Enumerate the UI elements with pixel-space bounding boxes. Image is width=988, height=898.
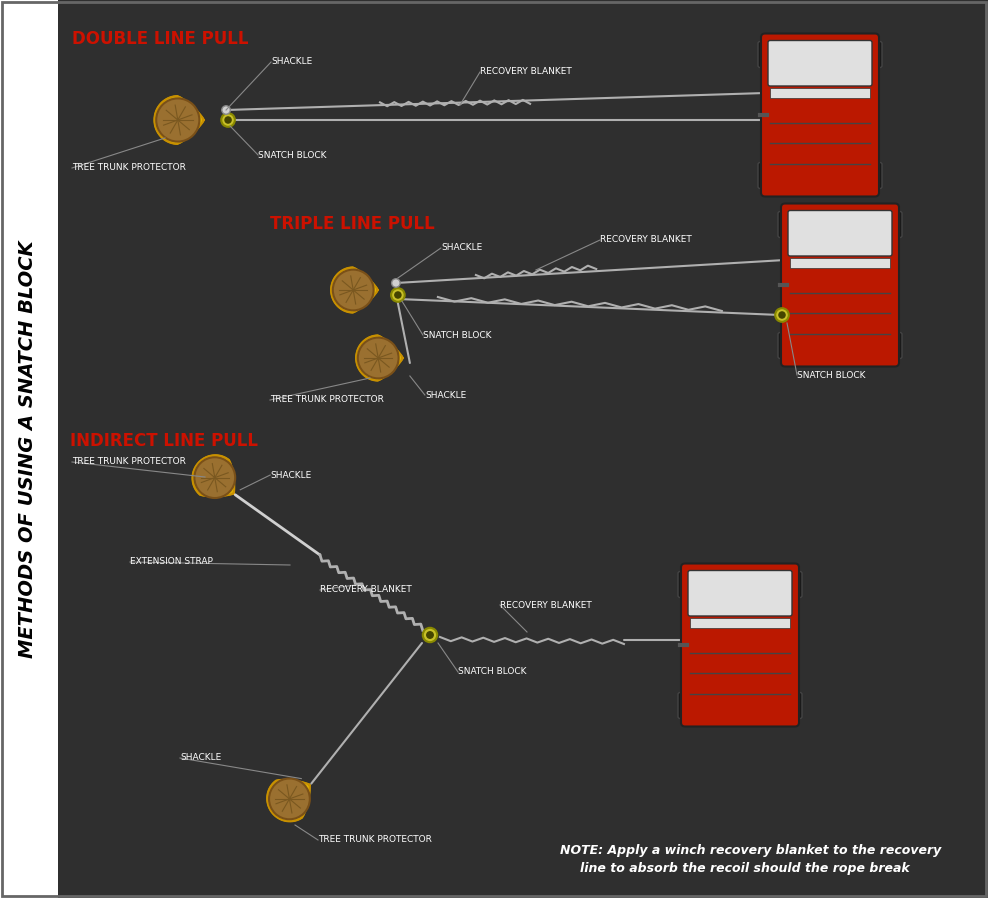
Text: METHODS OF USING A SNATCH BLOCK: METHODS OF USING A SNATCH BLOCK bbox=[19, 240, 38, 658]
FancyBboxPatch shape bbox=[761, 33, 879, 197]
Text: RECOVERY BLANKET: RECOVERY BLANKET bbox=[320, 585, 412, 594]
Text: RECOVERY BLANKET: RECOVERY BLANKET bbox=[500, 601, 592, 610]
Circle shape bbox=[391, 288, 405, 302]
Circle shape bbox=[395, 292, 401, 298]
Polygon shape bbox=[267, 779, 310, 822]
Circle shape bbox=[225, 117, 231, 123]
Text: SNATCH BLOCK: SNATCH BLOCK bbox=[458, 667, 527, 676]
FancyBboxPatch shape bbox=[768, 40, 872, 86]
Circle shape bbox=[195, 457, 235, 498]
Bar bbox=[690, 618, 790, 628]
Circle shape bbox=[391, 278, 400, 287]
Text: TREE TRUNK PROTECTOR: TREE TRUNK PROTECTOR bbox=[270, 395, 384, 404]
Text: SHACKLE: SHACKLE bbox=[271, 471, 311, 480]
Text: TREE TRUNK PROTECTOR: TREE TRUNK PROTECTOR bbox=[72, 163, 186, 172]
Polygon shape bbox=[356, 335, 402, 381]
FancyBboxPatch shape bbox=[778, 212, 796, 237]
FancyBboxPatch shape bbox=[884, 212, 902, 237]
Bar bbox=[790, 258, 890, 268]
FancyBboxPatch shape bbox=[758, 163, 776, 189]
Circle shape bbox=[222, 106, 230, 114]
Text: SNATCH BLOCK: SNATCH BLOCK bbox=[258, 151, 327, 160]
Circle shape bbox=[779, 312, 785, 318]
Circle shape bbox=[358, 338, 398, 378]
Text: SHACKLE: SHACKLE bbox=[271, 57, 312, 66]
Text: TRIPLE LINE PULL: TRIPLE LINE PULL bbox=[270, 215, 435, 233]
Text: SNATCH BLOCK: SNATCH BLOCK bbox=[797, 371, 865, 380]
Polygon shape bbox=[331, 268, 377, 313]
FancyBboxPatch shape bbox=[781, 204, 899, 366]
FancyBboxPatch shape bbox=[864, 41, 882, 67]
Circle shape bbox=[269, 779, 310, 819]
FancyBboxPatch shape bbox=[678, 571, 696, 597]
FancyBboxPatch shape bbox=[758, 41, 776, 67]
Polygon shape bbox=[154, 96, 204, 144]
FancyBboxPatch shape bbox=[688, 570, 792, 616]
Text: SNATCH BLOCK: SNATCH BLOCK bbox=[423, 330, 491, 339]
Bar bbox=[770, 88, 870, 98]
Text: line to absorb the recoil should the rope break: line to absorb the recoil should the rop… bbox=[580, 862, 910, 875]
Text: RECOVERY BLANKET: RECOVERY BLANKET bbox=[480, 67, 572, 76]
Text: DOUBLE LINE PULL: DOUBLE LINE PULL bbox=[72, 30, 249, 48]
FancyBboxPatch shape bbox=[884, 332, 902, 358]
Circle shape bbox=[221, 113, 235, 127]
Text: EXTENSION STRAP: EXTENSION STRAP bbox=[130, 558, 212, 567]
Text: SHACKLE: SHACKLE bbox=[441, 243, 482, 252]
Text: TREE TRUNK PROTECTOR: TREE TRUNK PROTECTOR bbox=[318, 835, 432, 844]
Bar bbox=[0, 0, 58, 898]
Text: SHACKLE: SHACKLE bbox=[180, 753, 221, 762]
FancyBboxPatch shape bbox=[788, 210, 892, 256]
Circle shape bbox=[776, 308, 788, 321]
FancyBboxPatch shape bbox=[678, 692, 696, 718]
Polygon shape bbox=[193, 455, 234, 497]
FancyBboxPatch shape bbox=[681, 564, 799, 726]
Circle shape bbox=[333, 269, 373, 311]
FancyBboxPatch shape bbox=[778, 332, 796, 358]
Circle shape bbox=[156, 99, 200, 142]
FancyBboxPatch shape bbox=[784, 571, 802, 597]
Text: SHACKLE: SHACKLE bbox=[425, 391, 466, 400]
Text: TREE TRUNK PROTECTOR: TREE TRUNK PROTECTOR bbox=[72, 457, 186, 466]
Text: RECOVERY BLANKET: RECOVERY BLANKET bbox=[600, 235, 692, 244]
FancyBboxPatch shape bbox=[864, 163, 882, 189]
Circle shape bbox=[427, 632, 434, 638]
Text: NOTE: Apply a winch recovery blanket to the recovery: NOTE: Apply a winch recovery blanket to … bbox=[560, 844, 942, 857]
FancyBboxPatch shape bbox=[784, 692, 802, 718]
Circle shape bbox=[423, 628, 438, 642]
Text: INDIRECT LINE PULL: INDIRECT LINE PULL bbox=[70, 432, 258, 450]
